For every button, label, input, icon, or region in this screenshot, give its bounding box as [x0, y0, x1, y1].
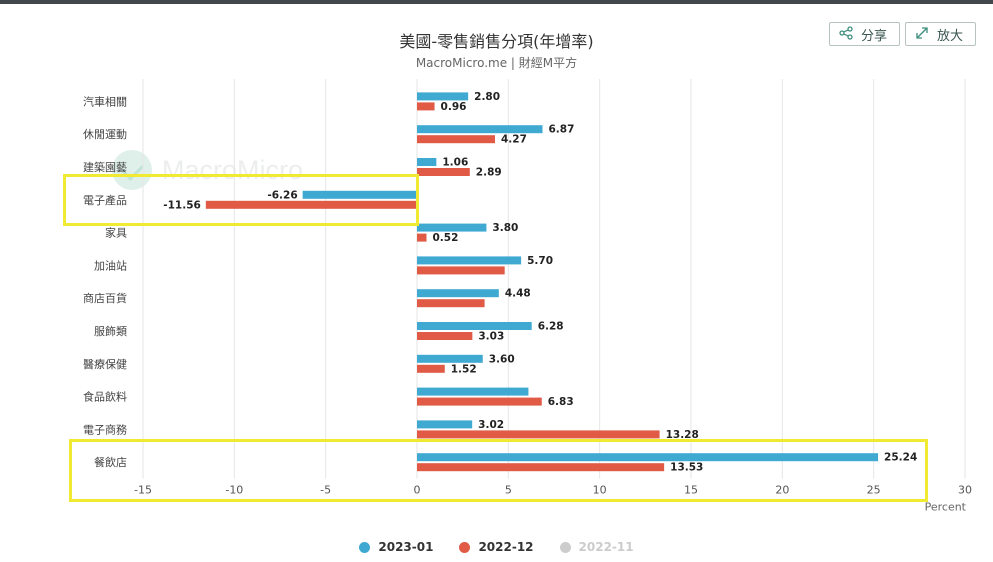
- data-label: 4.48: [505, 288, 531, 300]
- x-tick-label: -15: [134, 484, 152, 497]
- data-label: 0.96: [441, 101, 467, 113]
- bar-2022-12-5: [417, 266, 505, 275]
- legend-dot-icon: [459, 541, 471, 553]
- data-label: 6.28: [538, 321, 564, 333]
- bar-2022-12-0: [417, 102, 435, 111]
- bar-2023-01-10: [417, 420, 473, 429]
- category-label: 休閒運動: [83, 127, 127, 141]
- bar-2023-01-1: [417, 125, 543, 134]
- bar-2023-01-3: [302, 190, 417, 199]
- chart-subtitle: MacroMicro.me | 財經M平方: [415, 56, 578, 70]
- highlight-box: [63, 173, 419, 226]
- watermark-text: MacroMicro: [162, 154, 304, 185]
- category-label: 家具: [105, 226, 127, 240]
- bar-2022-12-4: [417, 233, 427, 242]
- x-tick-label: -5: [320, 484, 331, 497]
- bar-2022-12-7: [417, 332, 473, 340]
- highlight-box: [69, 439, 928, 502]
- category-label: 電子產品: [83, 193, 127, 207]
- data-label: 1.06: [442, 157, 468, 169]
- expand-icon: [915, 26, 929, 43]
- data-label: 5.70: [527, 255, 553, 267]
- legend-label: 2022-12: [478, 540, 534, 554]
- chart-title: 美國-零售銷售分項(年增率): [399, 32, 594, 51]
- data-label: -6.26: [267, 189, 297, 201]
- data-label: 25.24: [884, 452, 917, 464]
- bar-2023-01-5: [417, 256, 522, 265]
- zoom-button[interactable]: 放大: [905, 22, 976, 46]
- bar-2022-12-6: [417, 299, 485, 308]
- x-tick-label: 15: [684, 484, 698, 497]
- category-label: 建築園藝: [83, 160, 127, 174]
- bar-2022-12-1: [417, 135, 495, 144]
- data-label: 3.03: [478, 331, 504, 343]
- category-label: 加油站: [94, 258, 127, 272]
- legend-item[interactable]: 2022-12: [459, 540, 534, 554]
- data-label: 2.89: [476, 167, 502, 179]
- watermark-logo-icon: [112, 150, 152, 190]
- legend-dot-icon: [559, 541, 571, 553]
- share-icon: [839, 25, 853, 43]
- data-label: 3.02: [478, 419, 504, 431]
- bar-2022-12-10: [417, 430, 660, 439]
- category-label: 服飾類: [94, 325, 127, 338]
- data-label: 3.80: [492, 222, 518, 234]
- bar-2023-01-6: [417, 289, 499, 298]
- data-label: 2.80: [474, 91, 500, 103]
- data-label: 1.52: [451, 363, 477, 375]
- bar-2023-01-7: [417, 322, 532, 330]
- share-label: 分享: [861, 28, 888, 44]
- zoom-label: 放大: [937, 28, 964, 44]
- legend-dot-icon: [359, 541, 371, 553]
- data-label: 13.28: [666, 429, 699, 441]
- bar-2022-12-8: [417, 364, 445, 373]
- legend-label: 2022-11: [578, 540, 634, 554]
- data-label: 4.27: [501, 134, 527, 146]
- legend: 2023-01 2022-12 2022-11: [0, 540, 993, 554]
- x-tick-label: 25: [867, 484, 881, 497]
- x-tick-label: 30: [958, 484, 972, 497]
- bar-2023-01-8: [417, 354, 483, 363]
- category-label: 電子商務: [83, 422, 127, 436]
- data-label: 3.60: [489, 353, 515, 365]
- watermark: MacroMicro: [112, 150, 303, 190]
- share-button[interactable]: 分享: [829, 22, 900, 46]
- data-label: -11.56: [163, 199, 201, 211]
- bar-2023-01-2: [417, 158, 437, 166]
- bar-2023-01-4: [417, 223, 487, 232]
- bar-2022-12-3: [205, 200, 417, 209]
- data-label: 6.83: [548, 396, 574, 408]
- bar-2023-01-0: [417, 92, 469, 101]
- x-tick-label: -10: [225, 484, 243, 497]
- x-axis-title: Percent: [925, 501, 967, 514]
- category-label: 食品飲料: [83, 390, 127, 404]
- x-tick-label: 10: [593, 484, 607, 497]
- bar-2022-12-11: [417, 463, 665, 472]
- bar-2023-01-9: [417, 387, 529, 396]
- data-label: 0.52: [432, 232, 458, 244]
- bar-2023-01-11: [417, 453, 879, 462]
- x-tick-label: 0: [414, 484, 421, 497]
- category-label: 商店百貨: [83, 291, 127, 305]
- x-tick-label: 5: [505, 484, 512, 497]
- legend-item[interactable]: 2022-11: [559, 540, 634, 554]
- legend-item[interactable]: 2023-01: [359, 540, 433, 554]
- bar-2022-12-2: [417, 168, 470, 176]
- category-label: 餐飲店: [94, 455, 127, 469]
- legend-label: 2023-01: [378, 540, 434, 554]
- data-label: 13.53: [670, 462, 703, 474]
- x-tick-label: 20: [775, 484, 789, 497]
- top-bar: [0, 0, 993, 4]
- category-label: 醫療保健: [83, 357, 127, 371]
- data-label: 6.87: [548, 124, 574, 136]
- bar-2022-12-9: [417, 397, 542, 406]
- category-label: 汽車相關: [83, 94, 127, 108]
